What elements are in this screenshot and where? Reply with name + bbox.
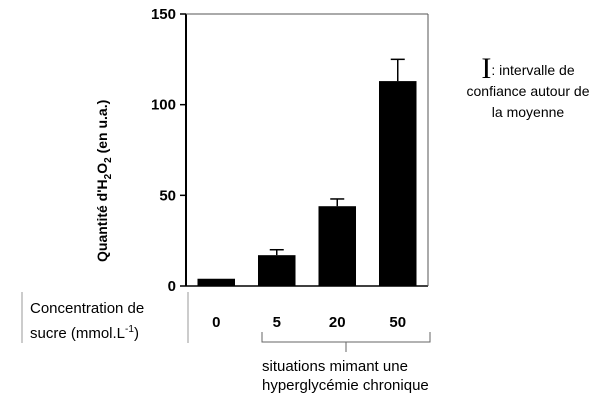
bar-0 (197, 278, 236, 286)
confidence-interval-symbol: I (481, 52, 492, 85)
y-ticks: 0 50 100 150 (151, 6, 186, 295)
y-tick-label: 0 (168, 278, 176, 295)
category-label-20: 20 (329, 314, 346, 331)
annotation-line2: hyperglycémie chronique (262, 377, 429, 394)
legend: I: intervalle de confiance autour de la … (448, 54, 608, 123)
y-tick-label: 50 (159, 187, 176, 204)
bars (197, 58, 417, 287)
legend-text-line2: confiance autour de (466, 83, 590, 99)
legend-text-line1: : intervalle de (491, 62, 575, 78)
x-axis-label-line1: Concentration de (30, 300, 145, 317)
bar-50 (378, 81, 417, 287)
annotation-line1: situations mimant une (262, 358, 408, 375)
legend-text-line3: la moyenne (491, 104, 565, 120)
category-label-5: 5 (273, 314, 281, 331)
x-axis-label: Concentration de sucre (mmol.L-1) (30, 298, 144, 344)
category-label-50: 50 (389, 314, 406, 331)
x-axis-label-line2: sucre (mmol.L-1) (30, 324, 139, 342)
y-tick-label: 150 (151, 6, 176, 23)
bar-5 (257, 255, 296, 286)
annotation: situations mimant une hyperglycémie chro… (262, 357, 482, 395)
category-labels: 0 5 20 50 (212, 314, 406, 331)
y-tick-label: 100 (151, 97, 176, 114)
y-axis-label: Quantité d'H2O2 (en u.a.) (94, 100, 114, 262)
bracket (261, 332, 431, 352)
bar-20 (318, 206, 357, 286)
category-label-0: 0 (212, 314, 220, 331)
